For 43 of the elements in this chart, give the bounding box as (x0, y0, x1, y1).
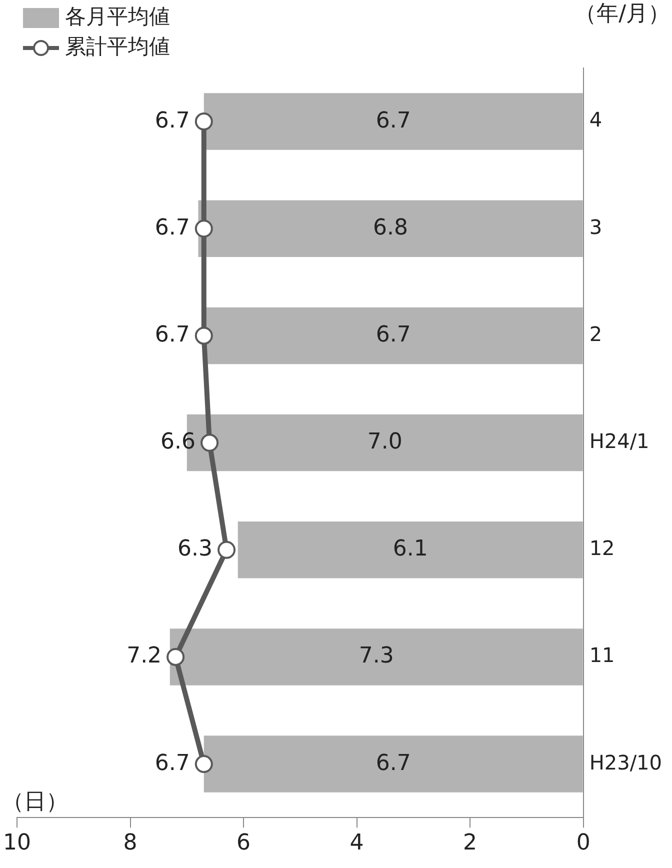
x-tick-label: 6 (236, 830, 251, 856)
point (166, 648, 185, 666)
x-axis-title: （日） (2, 789, 68, 814)
y-tick-label: 2 (589, 322, 602, 346)
x-tick-label: 4 (350, 830, 364, 856)
point (200, 434, 219, 452)
data-label: 6.7 (154, 322, 190, 348)
x-tick-label: 8 (123, 830, 138, 856)
y-tick-label: H24/1 (589, 429, 650, 454)
bar (198, 200, 583, 258)
point (194, 326, 213, 345)
data-label: 6.3 (178, 536, 213, 562)
legend-label: 累計平均値 (64, 34, 170, 58)
y-tick-label: H23/10 (589, 750, 662, 774)
bar (204, 93, 583, 150)
point (194, 755, 213, 774)
y-tick-label: 4 (589, 108, 602, 132)
legend-label: 各月平均値 (64, 4, 170, 28)
y-tick-label: 3 (589, 214, 602, 239)
x-tick-label: 2 (463, 830, 478, 856)
data-label: 6.7 (376, 750, 411, 776)
data-label: 7.2 (126, 644, 162, 669)
point (218, 540, 236, 559)
data-label: 6.7 (154, 108, 190, 134)
data-label: 6.7 (376, 108, 411, 134)
x-tick-label: 10 (2, 830, 31, 856)
point (194, 112, 213, 131)
point (194, 220, 213, 238)
bar (238, 522, 583, 578)
data-label: 6.7 (154, 215, 190, 240)
data-label: 7.0 (367, 430, 402, 455)
bar (204, 736, 583, 792)
data-label: 6.1 (392, 536, 428, 562)
y-tick-label: 12 (589, 536, 615, 560)
data-label: 6.8 (373, 215, 408, 240)
data-label: 6.7 (154, 750, 190, 776)
bar (170, 628, 583, 686)
y-tick-label: 11 (589, 643, 615, 668)
data-label: 6.7 (376, 322, 411, 348)
data-label: 7.3 (358, 644, 394, 669)
x-tick-label: 0 (576, 830, 590, 856)
data-label: 6.6 (160, 430, 196, 455)
y-axis-title: （年/月） (574, 2, 670, 27)
